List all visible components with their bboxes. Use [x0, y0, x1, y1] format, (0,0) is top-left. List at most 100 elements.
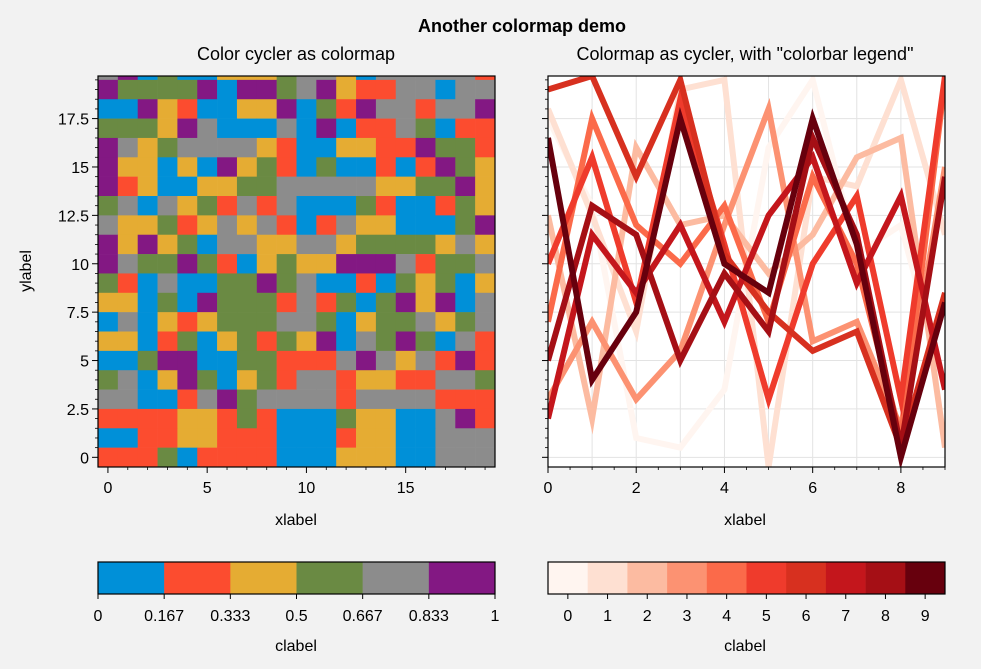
heatmap-cell — [375, 137, 397, 158]
colorbar-segment — [865, 562, 906, 594]
heatmap-cell — [336, 176, 357, 197]
heatmap-cell — [98, 118, 119, 139]
heatmap-cell — [395, 370, 416, 390]
heatmap-cell — [336, 370, 357, 390]
heatmap-cell — [137, 350, 158, 371]
heatmap-cell — [197, 447, 218, 468]
heatmap-cell — [415, 137, 436, 158]
heatmap-cell — [217, 234, 238, 255]
heatmap-cell — [98, 312, 119, 332]
heatmap-cell — [336, 408, 357, 429]
heatmap-cell — [217, 157, 238, 177]
heatmap-cell — [276, 292, 297, 313]
heatmap-cell — [455, 234, 476, 255]
heatmap-cell — [197, 292, 218, 313]
heatmap-cell — [296, 273, 317, 294]
heatmap-cell — [117, 370, 138, 390]
heatmap-cell — [276, 350, 297, 371]
heatmap-cell — [435, 447, 456, 468]
heatmap-cell — [475, 176, 496, 197]
heatmap-cell — [236, 350, 258, 371]
right-xlabel: xlabel — [724, 512, 766, 529]
heatmap-cell — [256, 157, 277, 177]
heatmap-cell — [395, 428, 416, 448]
heatmap-cell — [296, 312, 317, 332]
heatmap-cell — [217, 79, 238, 100]
heatmap-cell — [98, 176, 119, 197]
heatmap-cell — [415, 408, 436, 429]
heatmap-cell — [336, 215, 357, 236]
heatmap-cell — [177, 99, 198, 119]
heatmap-cell — [177, 428, 198, 448]
heatmap-cell — [98, 428, 119, 448]
heatmap-cell — [217, 176, 238, 197]
heatmap-cell — [316, 176, 337, 197]
colorbar-tick-label: 0 — [94, 608, 103, 625]
heatmap-cell — [197, 273, 218, 294]
heatmap-cell — [475, 137, 496, 158]
colorbar-tick-label: 0.167 — [144, 608, 184, 625]
heatmap-cell — [316, 234, 337, 255]
figure-suptitle: Another colormap demo — [418, 16, 626, 36]
heatmap-cell — [117, 99, 138, 119]
heatmap-cell — [197, 350, 218, 371]
heatmap-cell — [217, 350, 238, 371]
heatmap-cell — [356, 408, 377, 429]
heatmap-cell — [316, 118, 337, 139]
heatmap-cell — [296, 428, 317, 448]
heatmap-cell — [475, 196, 496, 216]
heatmap-cell — [296, 176, 317, 197]
heatmap-cell — [475, 312, 496, 332]
heatmap-cell — [415, 292, 436, 313]
heatmap-cell — [256, 79, 277, 100]
heatmap-cell — [336, 350, 357, 371]
colorbar-segment — [905, 562, 946, 594]
heatmap-cell — [415, 79, 436, 100]
heatmap-cell — [236, 273, 258, 294]
right-panel-title: Colormap as cycler, with "colorbar legen… — [577, 44, 914, 64]
colorbar-tick-label: 3 — [682, 608, 691, 625]
heatmap-cell — [435, 196, 456, 216]
heatmap-cell — [117, 118, 138, 139]
heatmap-cell — [117, 350, 138, 371]
heatmap-cell — [177, 254, 198, 274]
heatmap-cell — [395, 292, 416, 313]
heatmap-cell — [415, 176, 436, 197]
colorbar-segment — [296, 562, 363, 594]
heatmap-cell — [356, 99, 377, 119]
heatmap-cell — [336, 99, 357, 119]
heatmap-cell — [435, 118, 456, 139]
heatmap-cell — [375, 234, 397, 255]
heatmap-cell — [197, 118, 218, 139]
colorbar-frame — [547, 561, 946, 595]
heatmap-cell — [217, 215, 238, 236]
heatmap-cell — [98, 292, 119, 313]
heatmap-cell — [435, 312, 456, 332]
heatmap-cell — [475, 292, 496, 313]
heatmap-cell — [256, 292, 277, 313]
heatmap-cell — [256, 370, 277, 390]
line-series-5 — [548, 76, 945, 417]
heatmap-cell — [197, 176, 218, 197]
heatmap-cell — [356, 350, 377, 371]
colorbar-tick-label: 0.5 — [285, 608, 307, 625]
heatmap-cell — [157, 118, 178, 139]
heatmap-cell — [435, 331, 456, 352]
heatmap-cell — [98, 99, 119, 119]
colorbar-tick-label: 4 — [722, 608, 731, 625]
heatmap-cell — [375, 331, 397, 352]
heatmap-cell — [217, 331, 238, 352]
heatmap-cell — [157, 234, 178, 255]
heatmap-cell — [157, 273, 178, 294]
heatmap-cell — [98, 79, 119, 100]
heatmap-cell — [316, 99, 337, 119]
heatmap-cell — [236, 79, 258, 100]
heatmap-cell — [356, 234, 377, 255]
heatmap-cell — [98, 157, 119, 177]
heatmap-cell — [256, 389, 277, 410]
heatmap-cell — [137, 137, 158, 158]
heatmap-cell — [177, 76, 198, 81]
heatmap-cell — [177, 389, 198, 410]
heatmap-cell — [177, 292, 198, 313]
heatmap-cell — [395, 118, 416, 139]
